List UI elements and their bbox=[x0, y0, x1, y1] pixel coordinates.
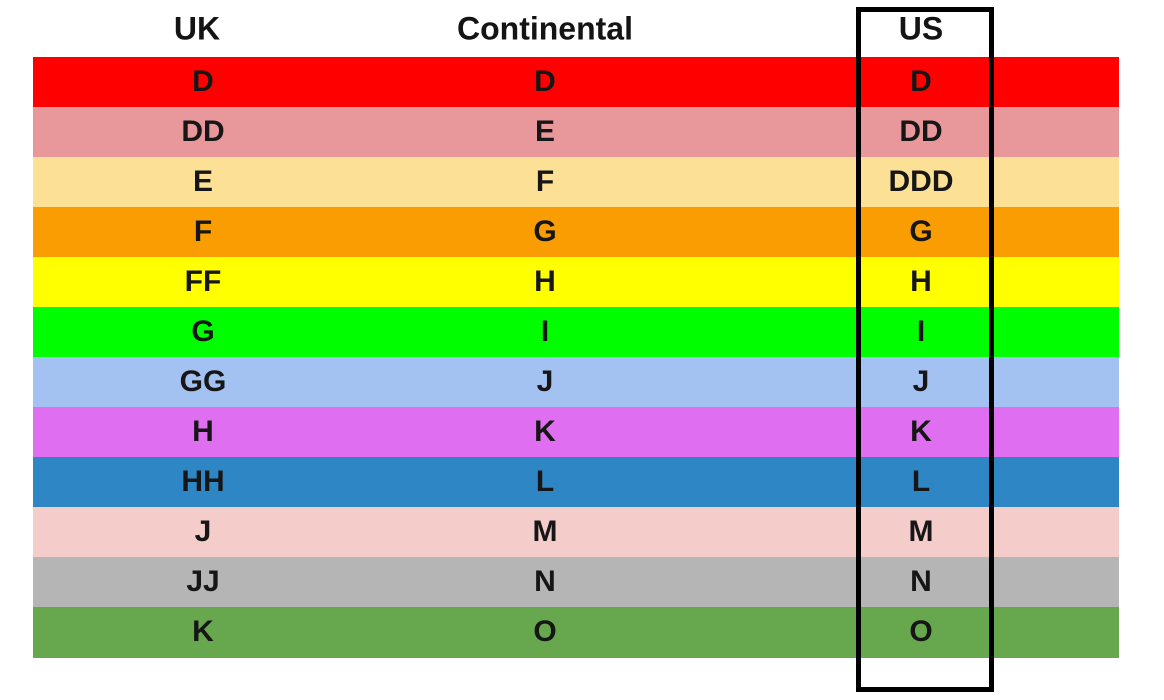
table-body: D D D DD E DD E F DDD F G G FF H H G I I… bbox=[33, 57, 1119, 658]
continental-size-cell: J bbox=[536, 365, 554, 398]
continental-size-cell: M bbox=[532, 515, 558, 548]
uk-size-cell: JJ bbox=[186, 565, 220, 598]
uk-size-cell: D bbox=[192, 65, 214, 98]
table-row: JJ N N bbox=[33, 557, 1119, 607]
continental-size-cell: K bbox=[534, 415, 556, 448]
table-row: HH L L bbox=[33, 457, 1119, 507]
table-row: J M M bbox=[33, 507, 1119, 557]
us-size-cell: M bbox=[908, 515, 934, 548]
us-size-cell: DD bbox=[899, 115, 943, 148]
table-row: H K K bbox=[33, 407, 1119, 457]
column-header-us: US bbox=[898, 10, 944, 46]
continental-size-cell: I bbox=[540, 315, 550, 348]
us-size-cell: O bbox=[909, 615, 933, 648]
uk-size-cell: F bbox=[193, 215, 213, 248]
column-header-uk: UK bbox=[173, 10, 221, 46]
continental-size-cell: F bbox=[535, 165, 555, 198]
us-size-cell: D bbox=[910, 65, 932, 98]
us-size-cell: N bbox=[910, 565, 932, 598]
table-row: D D D bbox=[33, 57, 1119, 107]
us-size-cell: DDD bbox=[888, 165, 954, 198]
table-row: GG J J bbox=[33, 357, 1119, 407]
continental-size-cell: G bbox=[533, 215, 557, 248]
uk-size-cell: K bbox=[192, 615, 214, 648]
uk-size-cell: E bbox=[192, 165, 214, 198]
continental-size-cell: H bbox=[534, 265, 556, 298]
column-header-continental: Continental bbox=[457, 10, 633, 46]
continental-size-cell: D bbox=[534, 65, 556, 98]
us-size-cell: H bbox=[910, 265, 932, 298]
table-row: G I I bbox=[33, 307, 1119, 357]
table-row: E F DDD bbox=[33, 157, 1119, 207]
us-size-cell: I bbox=[916, 315, 926, 348]
uk-size-cell: H bbox=[192, 415, 214, 448]
uk-size-cell: DD bbox=[181, 115, 225, 148]
table-header: UK Continental US bbox=[0, 0, 1164, 57]
uk-size-cell: FF bbox=[184, 265, 222, 298]
us-size-cell: K bbox=[910, 415, 932, 448]
us-size-cell: L bbox=[911, 465, 931, 498]
continental-size-cell: N bbox=[534, 565, 556, 598]
table-row: K O O bbox=[33, 607, 1119, 658]
uk-size-cell: G bbox=[191, 315, 215, 348]
us-size-cell: J bbox=[912, 365, 930, 398]
table-row: DD E DD bbox=[33, 107, 1119, 157]
continental-size-cell: O bbox=[533, 615, 557, 648]
table-row: F G G bbox=[33, 207, 1119, 257]
continental-size-cell: E bbox=[534, 115, 556, 148]
uk-size-cell: J bbox=[194, 515, 212, 548]
continental-size-cell: L bbox=[535, 465, 555, 498]
uk-size-cell: HH bbox=[181, 465, 225, 498]
table-row: FF H H bbox=[33, 257, 1119, 307]
uk-size-cell: GG bbox=[179, 365, 227, 398]
us-size-cell: G bbox=[909, 215, 933, 248]
